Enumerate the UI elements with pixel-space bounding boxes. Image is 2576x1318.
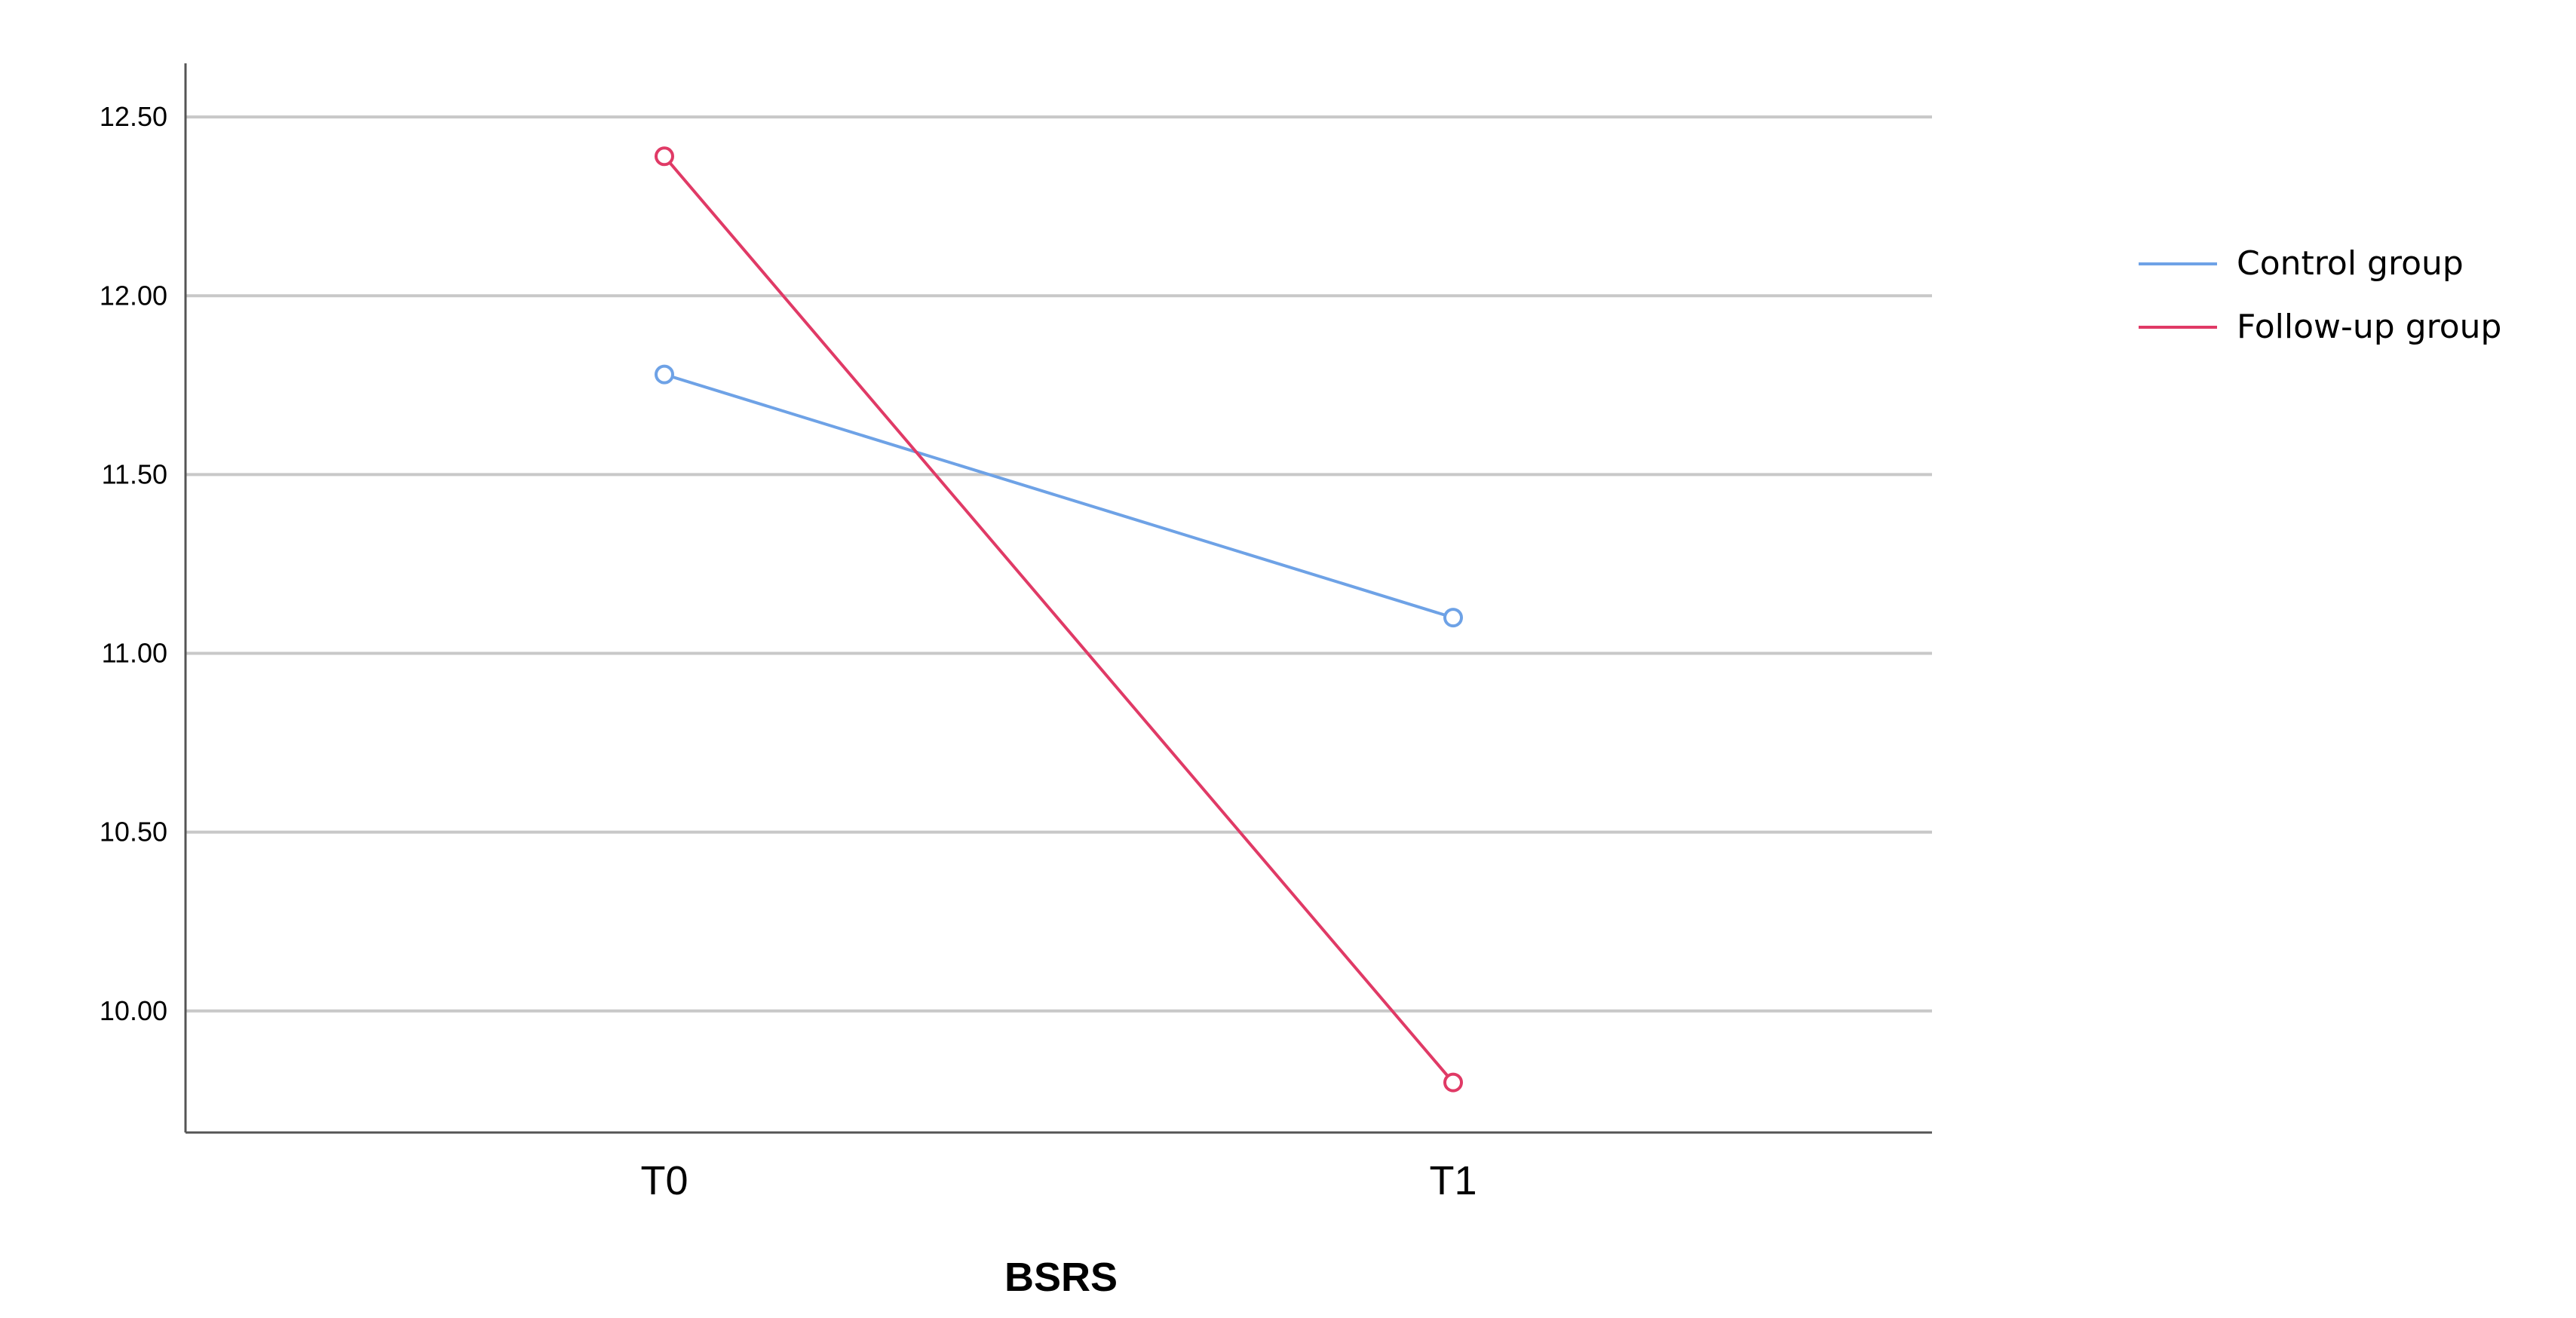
legend: Control group Follow-up group [2139, 244, 2501, 346]
y-tick-labels: 10.00 10.50 11.00 11.50 12.00 12.50 [100, 101, 167, 1026]
data-point [1443, 608, 1463, 628]
y-tick-label: 11.00 [102, 638, 167, 669]
legend-label: Control group [2237, 244, 2464, 283]
x-axis-label: BSRS [1004, 1255, 1118, 1300]
series-lines [655, 146, 1463, 1093]
y-tick-label: 10.00 [100, 995, 167, 1026]
x-tick-label: T0 [640, 1158, 688, 1203]
y-tick-label: 12.50 [100, 101, 167, 132]
y-tick-label: 12.00 [100, 280, 167, 311]
axes [184, 63, 1932, 1134]
data-point [1443, 1072, 1463, 1093]
series-line-1 [663, 155, 1455, 1084]
data-point [655, 364, 674, 385]
data-point [655, 146, 674, 167]
y-tick-label: 11.50 [102, 458, 167, 489]
y-tick-label: 10.50 [100, 817, 167, 848]
grid-lines [186, 115, 1932, 1013]
series-line-0 [664, 372, 1454, 619]
x-tick-label: T1 [1429, 1158, 1477, 1203]
x-tick-labels: T0 T1 [640, 1158, 1477, 1203]
legend-label: Follow-up group [2237, 308, 2501, 346]
